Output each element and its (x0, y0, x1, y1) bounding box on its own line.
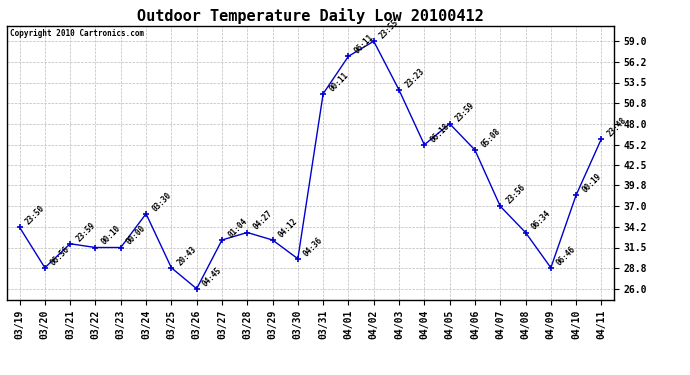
Title: Outdoor Temperature Daily Low 20100412: Outdoor Temperature Daily Low 20100412 (137, 8, 484, 24)
Text: 04:27: 04:27 (251, 209, 274, 232)
Text: 06:46: 06:46 (555, 244, 578, 267)
Text: 23:59: 23:59 (454, 100, 477, 123)
Text: 04:45: 04:45 (201, 265, 224, 288)
Text: 04:36: 04:36 (302, 235, 325, 258)
Text: 20:43: 20:43 (175, 244, 198, 267)
Text: 23:55: 23:55 (378, 18, 401, 40)
Text: 06:56: 06:56 (49, 244, 72, 267)
Text: 23:23: 23:23 (403, 66, 426, 89)
Text: 06:18: 06:18 (428, 121, 451, 144)
Text: 05:08: 05:08 (479, 126, 502, 149)
Text: 04:12: 04:12 (277, 216, 299, 239)
Text: 01:04: 01:04 (226, 216, 249, 239)
Text: 00:10: 00:10 (99, 224, 122, 247)
Text: 23:59: 23:59 (75, 220, 97, 243)
Text: 03:30: 03:30 (150, 190, 173, 213)
Text: 23:48: 23:48 (606, 115, 629, 138)
Text: 23:56: 23:56 (504, 183, 527, 206)
Text: 23:50: 23:50 (23, 204, 46, 226)
Text: Copyright 2010 Cartronics.com: Copyright 2010 Cartronics.com (10, 29, 144, 38)
Text: 06:11: 06:11 (353, 33, 375, 56)
Text: 00:00: 00:00 (125, 224, 148, 247)
Text: 06:34: 06:34 (530, 209, 553, 232)
Text: 00:19: 00:19 (580, 171, 603, 194)
Text: 00:11: 00:11 (327, 70, 350, 93)
